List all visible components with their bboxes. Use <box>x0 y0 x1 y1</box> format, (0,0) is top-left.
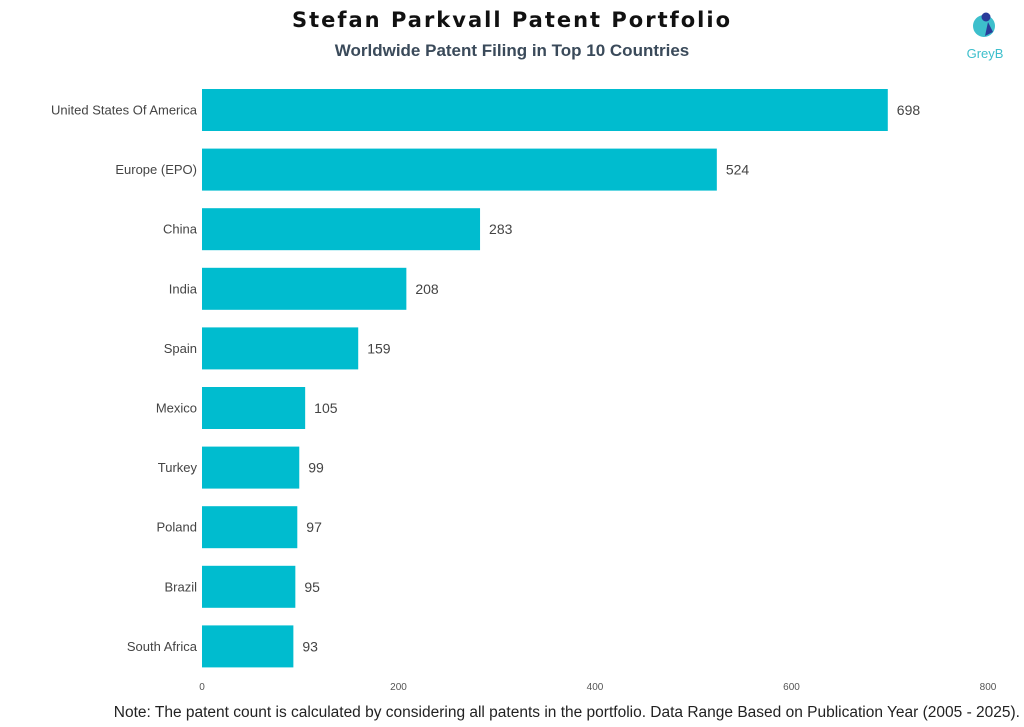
value-label: 524 <box>726 162 750 178</box>
category-label: South Africa <box>127 639 198 654</box>
value-label: 698 <box>897 102 921 118</box>
category-label: Mexico <box>156 401 197 416</box>
bar <box>202 506 297 548</box>
category-label: Spain <box>164 341 197 356</box>
bar <box>202 149 717 191</box>
bar <box>202 447 299 489</box>
bar <box>202 566 295 608</box>
bar <box>202 268 406 310</box>
category-label: Brazil <box>164 579 197 594</box>
value-label: 283 <box>489 221 513 237</box>
category-label: China <box>163 222 198 237</box>
bar <box>202 89 888 131</box>
bar <box>202 387 305 429</box>
footnote: Note: The patent count is calculated by … <box>0 704 1020 722</box>
value-label: 105 <box>314 400 338 416</box>
x-tick-label: 200 <box>390 682 407 693</box>
bar-chart: United States Of America 698 Europe (EPO) 5… <box>0 0 1024 700</box>
category-label: Europe (EPO) <box>115 162 197 177</box>
x-tick-label: 0 <box>199 682 205 693</box>
bar <box>202 327 358 369</box>
category-label: Turkey <box>158 460 198 475</box>
value-label: 95 <box>304 579 320 595</box>
category-label: India <box>169 281 198 296</box>
category-label: United States Of America <box>51 103 198 118</box>
value-label: 99 <box>308 460 324 476</box>
x-tick-label: 400 <box>587 682 604 693</box>
value-label: 97 <box>306 519 322 535</box>
x-tick-label: 800 <box>980 682 997 693</box>
bar <box>202 208 480 250</box>
value-label: 93 <box>302 638 318 654</box>
value-label: 208 <box>415 281 439 297</box>
x-tick-label: 600 <box>783 682 800 693</box>
value-label: 159 <box>367 340 391 356</box>
category-label: Poland <box>157 520 197 535</box>
bar <box>202 625 293 667</box>
